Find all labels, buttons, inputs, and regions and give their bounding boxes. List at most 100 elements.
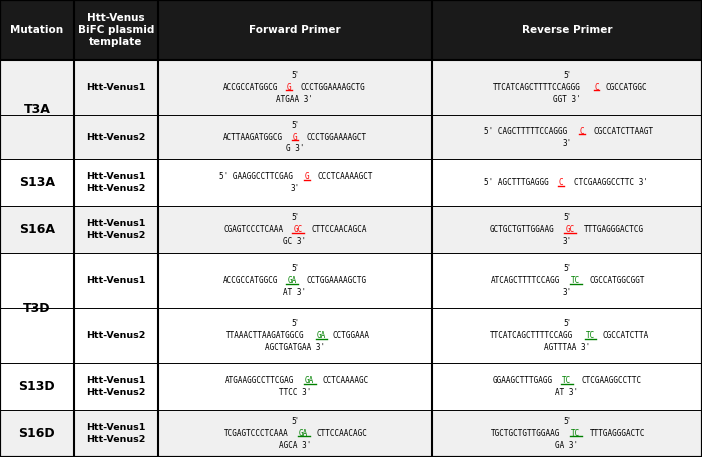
- Text: T3A: T3A: [23, 103, 51, 116]
- Text: GA: GA: [287, 276, 296, 285]
- Text: TTTGAGGGACTCG: TTTGAGGGACTCG: [584, 225, 644, 234]
- Text: TTCC 3': TTCC 3': [279, 388, 311, 397]
- Text: Htt-Venus1: Htt-Venus1: [86, 276, 145, 285]
- Text: CCCTGGAAAAGCTG: CCCTGGAAAAGCTG: [301, 83, 366, 92]
- Bar: [0, 308, 702, 363]
- Text: C: C: [594, 83, 599, 92]
- Text: AGCA 3': AGCA 3': [279, 441, 311, 450]
- Text: G: G: [293, 133, 297, 142]
- Text: GGAAGCTTTGAGG: GGAAGCTTTGAGG: [492, 376, 552, 385]
- Text: TC: TC: [571, 429, 581, 438]
- Text: 5': 5': [291, 417, 298, 426]
- Text: C: C: [559, 178, 563, 187]
- Text: 5': 5': [291, 121, 298, 130]
- Text: Htt-Venus1
Htt-Venus2: Htt-Venus1 Htt-Venus2: [86, 219, 145, 240]
- Bar: [0, 363, 702, 410]
- Text: 5': 5': [564, 71, 570, 80]
- Text: GCTGCTGTTGGAAG: GCTGCTGTTGGAAG: [490, 225, 555, 234]
- Text: CCTCAAAAGC: CCTCAAAAGC: [322, 376, 369, 385]
- Text: CGAGTCCCTCAAA: CGAGTCCCTCAAA: [223, 225, 284, 234]
- Bar: [0, 60, 702, 115]
- Text: TC: TC: [571, 276, 581, 285]
- Text: CGCCATCTTA: CGCCATCTTA: [603, 331, 649, 340]
- Text: Forward Primer: Forward Primer: [249, 25, 340, 35]
- Text: CCTGGAAAAGCTG: CCTGGAAAAGCTG: [306, 276, 366, 285]
- Text: GA: GA: [317, 331, 326, 340]
- Text: S13A: S13A: [19, 176, 55, 189]
- Text: AT 3': AT 3': [555, 388, 578, 397]
- Text: TCGAGTCCCTCAAA: TCGAGTCCCTCAAA: [224, 429, 289, 438]
- Text: Htt-Venus1
Htt-Venus2: Htt-Venus1 Htt-Venus2: [86, 376, 145, 397]
- Text: T3D: T3D: [23, 302, 51, 315]
- Text: GA: GA: [305, 376, 314, 385]
- Bar: [0, 0, 702, 60]
- Text: G 3': G 3': [286, 144, 304, 154]
- Text: 5' CAGCTTTTTCCAGGG: 5' CAGCTTTTTCCAGGG: [484, 127, 567, 136]
- Text: AGTTTAA 3': AGTTTAA 3': [544, 343, 590, 352]
- Text: ACTTAAGATGGCG: ACTTAAGATGGCG: [223, 133, 284, 142]
- Text: CTCGAAGGCCTTC 3': CTCGAAGGCCTTC 3': [574, 178, 648, 187]
- Text: G: G: [305, 172, 309, 181]
- Text: CTCGAAGGCCTTC: CTCGAAGGCCTTC: [581, 376, 642, 385]
- Text: ACCGCCATGGCG: ACCGCCATGGCG: [223, 276, 278, 285]
- Text: TTAAACTTAAGATGGCG: TTAAACTTAAGATGGCG: [226, 331, 305, 340]
- Text: 3': 3': [562, 288, 571, 297]
- Bar: [0, 410, 702, 457]
- Text: 5': 5': [291, 264, 298, 273]
- Text: Htt-Venus
BiFC plasmid
template: Htt-Venus BiFC plasmid template: [78, 13, 154, 47]
- Text: GGT 3': GGT 3': [553, 95, 581, 104]
- Text: CGCCATCTTAAGT: CGCCATCTTAAGT: [593, 127, 653, 136]
- Text: S16D: S16D: [18, 427, 55, 440]
- Text: 5': 5': [564, 264, 570, 273]
- Text: 3': 3': [562, 237, 571, 246]
- Text: ACCGCCATGGCG: ACCGCCATGGCG: [223, 83, 278, 92]
- Text: GC: GC: [293, 225, 303, 234]
- Text: Htt-Venus1: Htt-Venus1: [86, 83, 145, 92]
- Text: CTTCCAACAGC: CTTCCAACAGC: [317, 429, 368, 438]
- Bar: [0, 159, 702, 206]
- Text: CCCTGGAAAAGCT: CCCTGGAAAAGCT: [306, 133, 366, 142]
- Text: 5': 5': [564, 213, 570, 223]
- Text: Reverse Primer: Reverse Primer: [522, 25, 612, 35]
- Bar: [0, 253, 702, 308]
- Text: CTTCCAACAGCA: CTTCCAACAGCA: [312, 225, 367, 234]
- Text: TTCATCAGCTTTTCCAGG: TTCATCAGCTTTTCCAGG: [490, 331, 573, 340]
- Text: S16A: S16A: [19, 223, 55, 236]
- Text: TTCATCAGCTTTTCCAGGG: TTCATCAGCTTTTCCAGGG: [494, 83, 581, 92]
- Text: GC: GC: [565, 225, 574, 234]
- Text: Htt-Venus2: Htt-Venus2: [86, 331, 145, 340]
- Text: 5' GAAGGCCTTCGAG: 5' GAAGGCCTTCGAG: [219, 172, 293, 181]
- Text: 5': 5': [291, 213, 298, 223]
- Text: Mutation: Mutation: [11, 25, 63, 35]
- Text: S13D: S13D: [18, 380, 55, 393]
- Text: ATGAAGGCCTTCGAG: ATGAAGGCCTTCGAG: [225, 376, 294, 385]
- Text: 5': 5': [564, 417, 570, 426]
- Text: TGCTGCTGTTGGAAG: TGCTGCTGTTGGAAG: [491, 429, 560, 438]
- Text: GC 3': GC 3': [284, 237, 306, 246]
- Bar: [0, 115, 702, 159]
- Text: Htt-Venus1
Htt-Venus2: Htt-Venus1 Htt-Venus2: [86, 423, 145, 444]
- Text: Htt-Venus1
Htt-Venus2: Htt-Venus1 Htt-Venus2: [86, 172, 145, 193]
- Text: 5': 5': [291, 319, 298, 328]
- Text: C: C: [579, 127, 584, 136]
- Text: 5' AGCTTTGAGGG: 5' AGCTTTGAGGG: [484, 178, 549, 187]
- Text: 3': 3': [562, 138, 571, 148]
- Text: 5': 5': [564, 319, 570, 328]
- Text: GA 3': GA 3': [555, 441, 578, 450]
- Bar: [0, 206, 702, 253]
- Text: TC: TC: [586, 331, 595, 340]
- Text: AGCTGATGAA 3': AGCTGATGAA 3': [265, 343, 325, 352]
- Text: TTTGAGGGACTC: TTTGAGGGACTC: [590, 429, 645, 438]
- Text: AT 3': AT 3': [284, 288, 306, 297]
- Text: CCTGGAAA: CCTGGAAA: [333, 331, 370, 340]
- Text: 3': 3': [290, 184, 300, 193]
- Text: TC: TC: [562, 376, 571, 385]
- Text: Htt-Venus2: Htt-Venus2: [86, 133, 145, 142]
- Text: CCCTCAAAAGCT: CCCTCAAAAGCT: [317, 172, 373, 181]
- Text: 5': 5': [291, 71, 298, 80]
- Text: GA: GA: [299, 429, 308, 438]
- Text: ATGAA 3': ATGAA 3': [277, 95, 313, 104]
- Text: CGCCATGGC: CGCCATGGC: [605, 83, 647, 92]
- Text: ATCAGCTTTTCCAGG: ATCAGCTTTTCCAGG: [491, 276, 560, 285]
- Text: CGCCATGGCGGT: CGCCATGGCGGT: [590, 276, 645, 285]
